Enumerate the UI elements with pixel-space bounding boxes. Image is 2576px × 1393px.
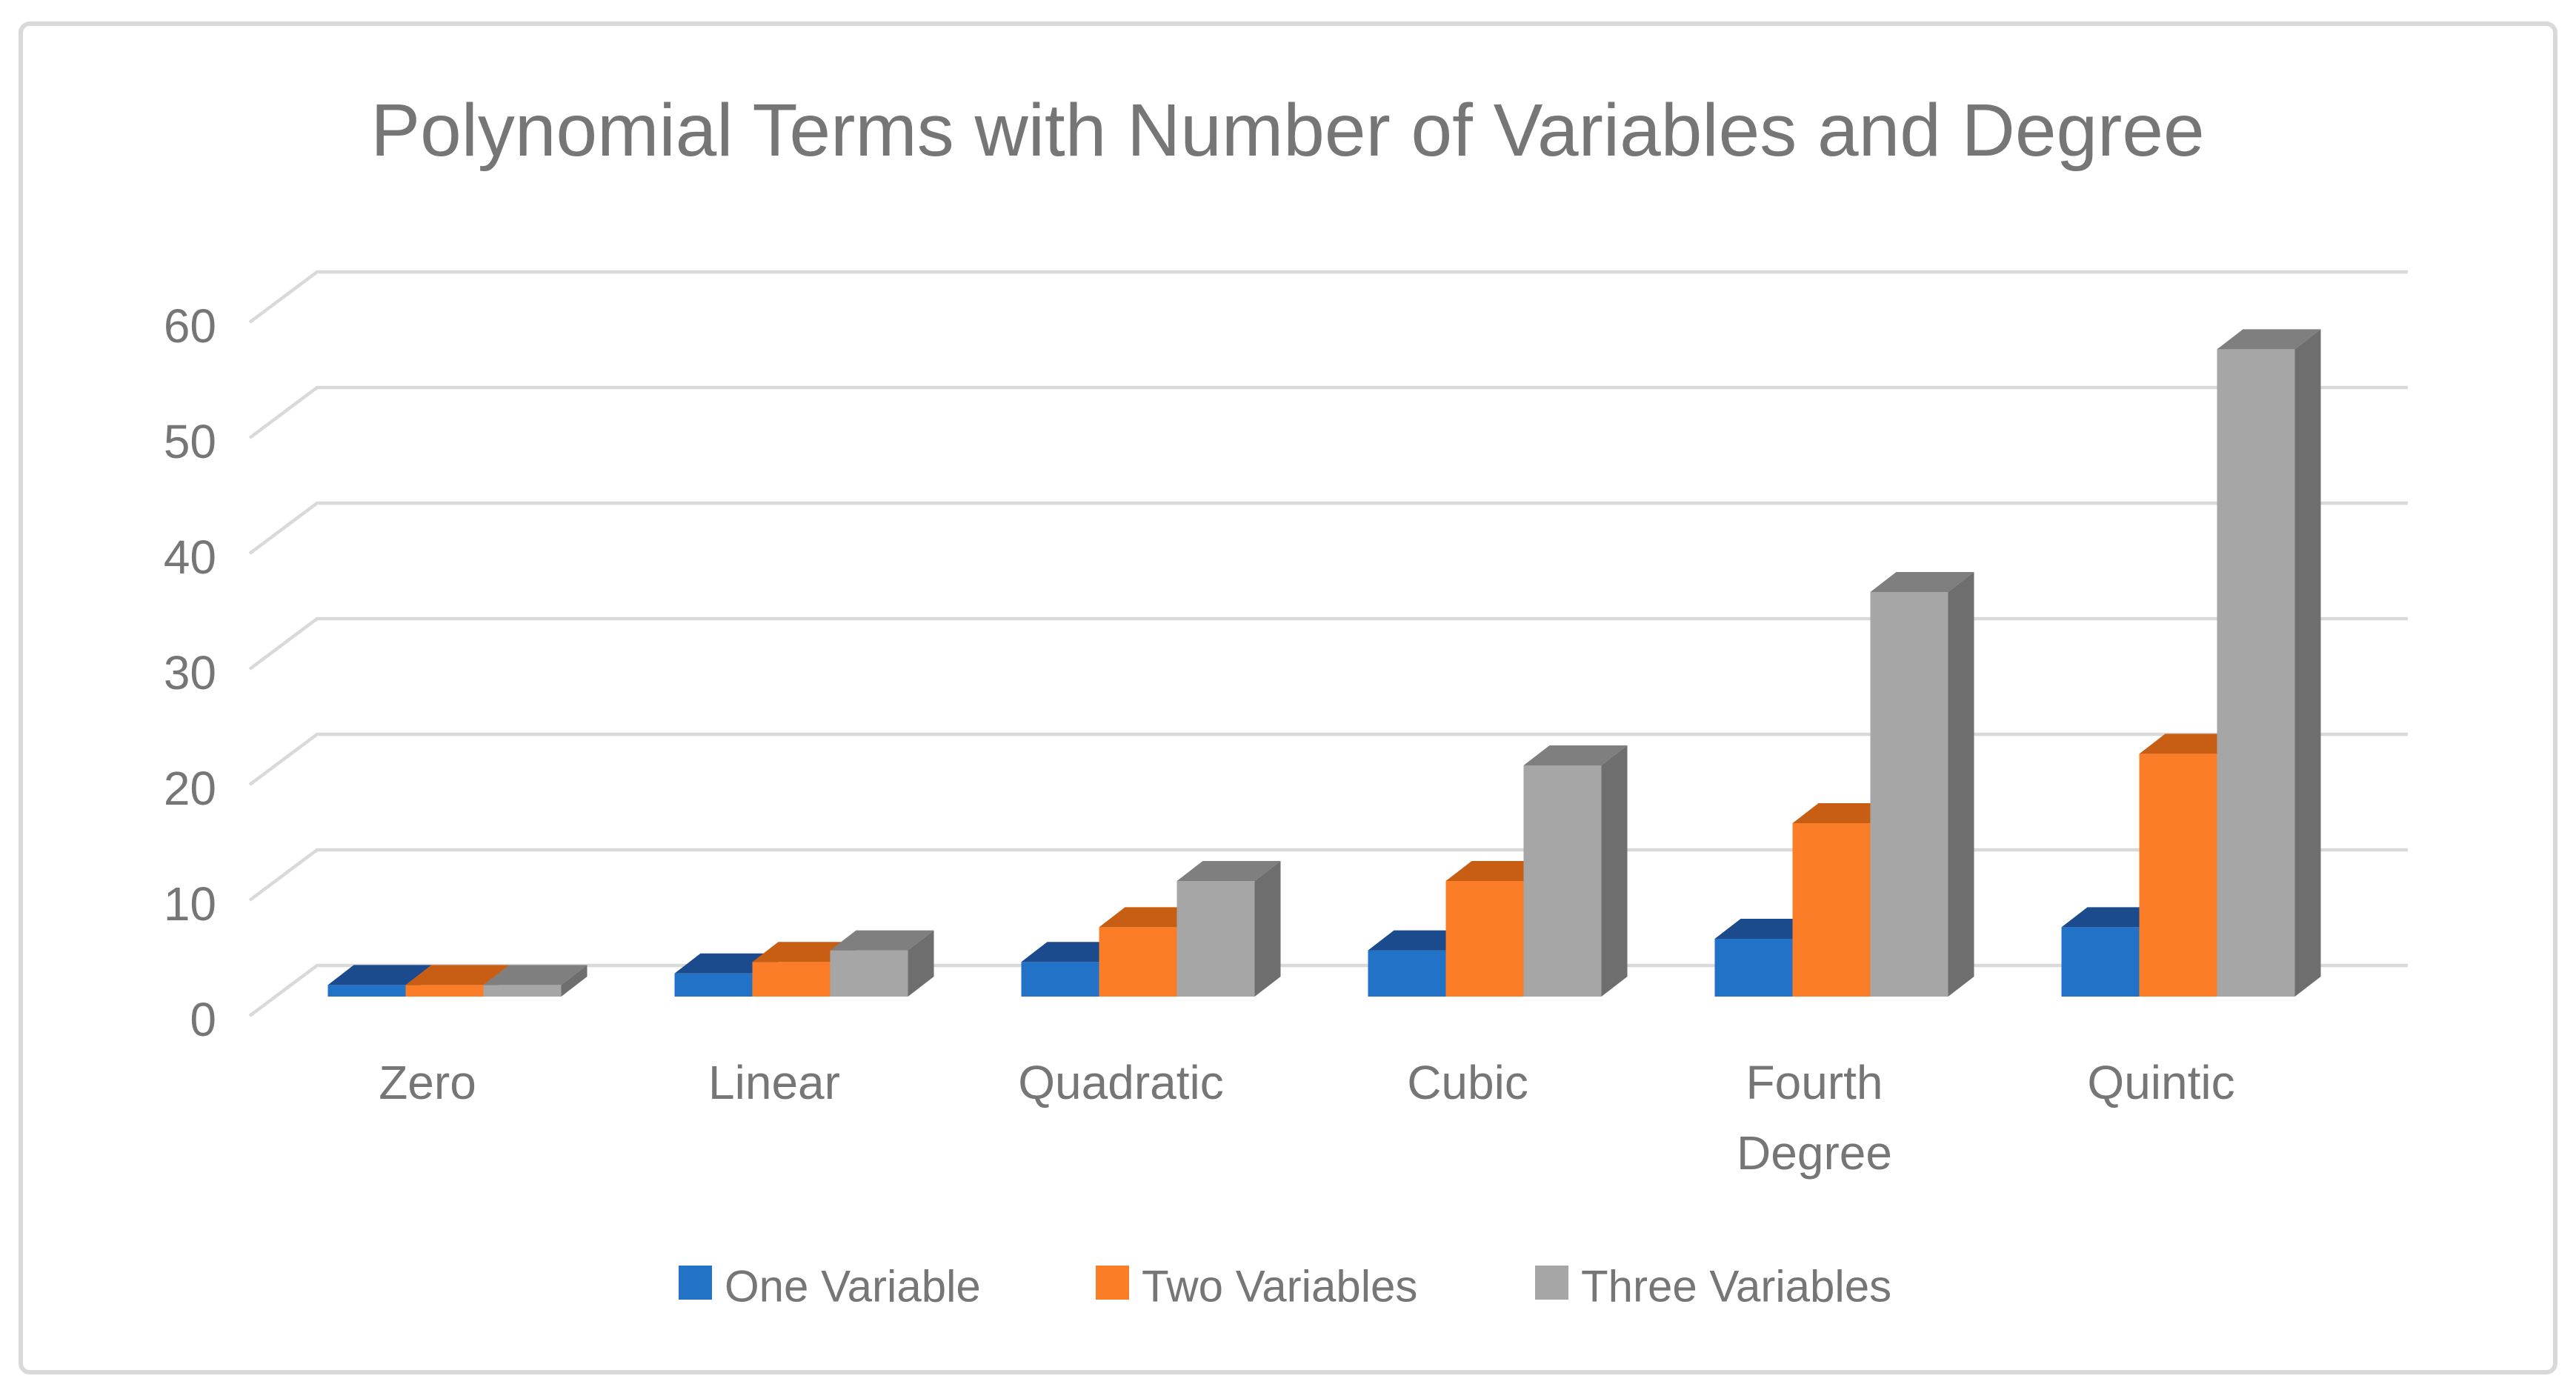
legend-item-two-variables: Two Variables — [1096, 1262, 1417, 1311]
y-axis-tick-labels: 0 10 20 30 40 50 60 — [164, 299, 216, 1046]
bar-side-three-variables-cubic — [1601, 745, 1628, 997]
bar-top-two-variables-zero — [405, 965, 510, 985]
bar-front-one-variable-linear — [674, 973, 753, 997]
bar-side-three-variables-zero — [561, 965, 588, 997]
bar-front-three-variables-fourth-degree — [1870, 592, 1948, 997]
bar-front-one-variable-zero — [327, 985, 406, 997]
gridline-10 — [248, 848, 2408, 902]
bar-top-three-variables-quadratic — [1176, 861, 1281, 881]
legend-marker-three-variables — [1535, 1266, 1568, 1300]
category-label-fourth-degree: Fourth Degree — [1737, 1056, 1892, 1180]
gridline-50 — [248, 385, 2408, 439]
bar-front-one-variable-quintic — [2061, 927, 2140, 997]
category-label-cubic: Cubic — [1407, 1056, 1528, 1109]
bar-front-three-variables-cubic — [1523, 765, 1602, 997]
y-tick-label-10: 10 — [164, 877, 216, 931]
bar-front-three-variables-zero — [483, 985, 562, 997]
category-label-linear: Linear — [708, 1056, 840, 1109]
bar-top-three-variables-linear — [830, 930, 934, 951]
bar-top-three-variables-cubic — [1523, 745, 1628, 765]
bar-top-three-variables-zero — [483, 965, 588, 985]
legend-label-two-variables: Two Variables — [1142, 1262, 1417, 1311]
legend-marker-two-variables — [1096, 1266, 1129, 1300]
bar-three-variables-quadratic — [1176, 861, 1281, 997]
bar-three-variables-quintic — [2217, 329, 2321, 997]
gridline-40 — [248, 501, 2408, 555]
gridline-20 — [248, 732, 2408, 786]
legend-label-three-variables: Three Variables — [1581, 1262, 1891, 1311]
y-tick-label-20: 20 — [164, 762, 216, 815]
y-tick-label-60: 60 — [164, 299, 216, 353]
y-tick-label-30: 30 — [164, 646, 216, 699]
legend-item-three-variables: Three Variables — [1535, 1262, 1891, 1311]
bar-three-variables-fourth-degree — [1870, 572, 1974, 997]
bars — [327, 329, 2321, 997]
gridlines — [248, 270, 2408, 1017]
gridline-30 — [248, 616, 2408, 671]
bar-front-one-variable-cubic — [1368, 950, 1446, 997]
category-label-zero: Zero — [379, 1056, 476, 1109]
chart-title: Polynomial Terms with Number of Variable… — [370, 89, 2204, 172]
category-label-quadratic: Quadratic — [1018, 1056, 1223, 1109]
bar-front-one-variable-quadratic — [1021, 962, 1099, 997]
category-label-quintic: Quintic — [2087, 1056, 2234, 1109]
bar-side-three-variables-quintic — [2294, 329, 2321, 997]
legend-item-one-variable: One Variable — [679, 1262, 981, 1311]
bar-front-three-variables-quintic — [2217, 349, 2295, 997]
bar-top-three-variables-fourth-degree — [1870, 572, 1974, 592]
bar-front-two-variables-cubic — [1445, 881, 1524, 997]
bar-front-three-variables-quadratic — [1176, 881, 1255, 997]
bar-side-three-variables-fourth-degree — [1948, 572, 1974, 997]
bar-three-variables-cubic — [1523, 745, 1628, 997]
category-labels: Zero Linear Quadratic Cubic Fourth Degree Quin… — [379, 1056, 2234, 1180]
bar-front-two-variables-linear — [752, 962, 831, 997]
bar-top-three-variables-quintic — [2217, 329, 2321, 350]
bar-front-one-variable-fourth-degree — [1714, 939, 1793, 997]
bar-top-one-variable-zero — [327, 965, 432, 985]
bar-side-three-variables-quadratic — [1254, 861, 1281, 997]
bar-front-three-variables-linear — [830, 950, 908, 997]
legend: One Variable Two Variables Three Variables — [679, 1262, 1891, 1311]
legend-label-one-variable: One Variable — [725, 1262, 981, 1311]
bar-three-variables-linear — [830, 930, 934, 997]
bar-three-variables-zero — [483, 965, 588, 997]
gridline-0 — [248, 963, 2408, 1017]
chart-border — [19, 21, 2557, 1374]
bar-front-two-variables-zero — [405, 985, 484, 997]
bar-front-two-variables-fourth-degree — [1792, 823, 1871, 997]
bar-side-three-variables-linear — [908, 930, 934, 997]
gridline-60 — [248, 270, 2408, 324]
bar-front-two-variables-quadratic — [1099, 927, 1177, 997]
y-tick-label-40: 40 — [164, 531, 216, 584]
bar-front-two-variables-quintic — [2139, 754, 2217, 997]
y-tick-label-0: 0 — [190, 993, 216, 1046]
legend-marker-one-variable — [679, 1266, 712, 1300]
y-tick-label-50: 50 — [164, 415, 216, 468]
